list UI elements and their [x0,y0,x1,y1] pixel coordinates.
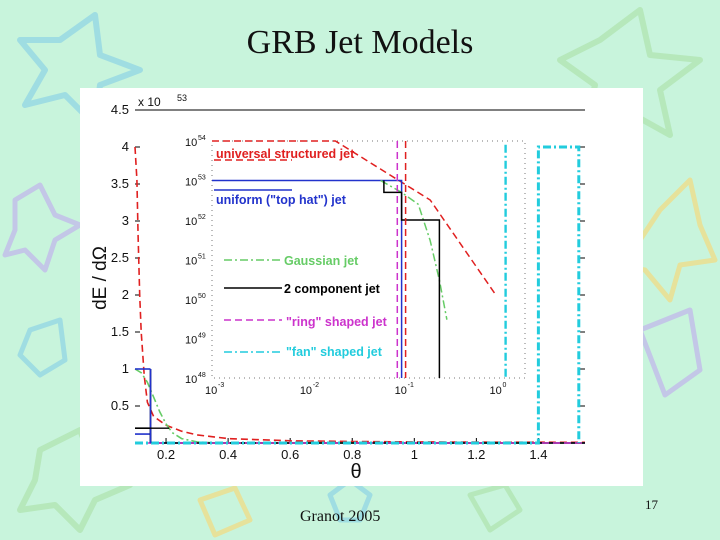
main-ytick-label: 2.5 [111,250,129,265]
main-series-line-2 [134,368,585,444]
inset-ytick-exp: 49 [198,333,206,340]
inset-xtick-exp: -1 [408,382,414,389]
main-ytick-label: 1.5 [111,324,129,339]
y-axis-label: dE / dΩ [90,246,111,310]
main-series-line-0 [134,146,586,444]
legend-label-2: Gaussian jet [284,254,359,268]
inset-xtick-exp: -3 [218,382,224,389]
inset-xtick-exp: -2 [313,382,319,389]
inset-ytick-base: 10 [185,177,197,189]
main-ytick-label: 4.5 [111,102,129,117]
inset-ytick-exp: 51 [198,254,206,261]
inset-ytick-base: 10 [185,137,197,149]
main-ytick-label: 2 [122,287,129,302]
y-multiplier-label: x 10 [138,95,161,109]
main-ytick-label: 4 [122,139,129,154]
inset-ytick-exp: 50 [198,293,206,300]
inset-series-line-0 [212,140,498,297]
inset-series-line-1 [212,179,403,378]
jet-models-chart: 0.5 1 1.5 2 2.5 3 3.5 4 4.5 0.2 0.4 0.6 0.8 1 1.2 1.4 x … [90,93,586,483]
inset-xtick-base: 10 [489,385,501,397]
inset-ytick-base: 10 [185,295,197,307]
main-xtick-label: 0.8 [343,447,361,462]
inset-ytick-base: 10 [185,335,197,347]
inset-xtick-base: 10 [205,385,217,397]
inset-ytick-exp: 53 [198,175,206,182]
inset-ytick-exp: 52 [198,214,206,221]
plot-panel: 0.5 1 1.5 2 2.5 3 3.5 4 4.5 0.2 0.4 0.6 0.8 1 1.2 1.4 x … [80,88,643,486]
legend-label-5: "fan" shaped jet [286,345,383,359]
legend-label-3: 2 component jet [284,282,381,296]
main-ytick-label: 0.5 [111,398,129,413]
y-multiplier-exponent: 53 [177,93,187,103]
main-series-line-5 [135,145,581,445]
inset-ytick-exp: 54 [198,135,206,142]
main-xtick-label: 1.2 [467,447,485,462]
main-ytick-label: 3.5 [111,176,129,191]
inset-xtick-base: 10 [300,385,312,397]
inset-series-line-3 [383,180,441,378]
inset-ytick-base: 10 [185,374,197,386]
main-xtick-label: 1 [411,447,418,462]
citation: Granot 2005 [300,508,381,525]
legend-label-4: "ring" shaped jet [286,315,388,329]
inset-xtick-exp: 0 [502,382,506,389]
main-xtick-label: 1.4 [529,447,547,462]
main-ytick-label: 3 [122,213,129,228]
legend-label-1: uniform ("top hat") jet [216,193,347,207]
slide-title: GRB Jet Models [246,24,474,61]
inset-ytick-base: 10 [185,216,197,228]
main-xtick-label: 0.6 [281,447,299,462]
main-ytick-label: 1 [122,361,129,376]
x-axis-label: θ [350,461,361,483]
inset-xtick-base: 10 [395,385,407,397]
inset-ytick-base: 10 [185,256,197,268]
inset-ytick-exp: 48 [198,372,206,379]
main-xtick-label: 0.4 [219,447,237,462]
legend-label-0: universal structured jet [216,147,355,161]
inset-series-line-2 [380,179,448,320]
slide-number: 17 [645,497,658,512]
main-xtick-label: 0.2 [157,447,175,462]
